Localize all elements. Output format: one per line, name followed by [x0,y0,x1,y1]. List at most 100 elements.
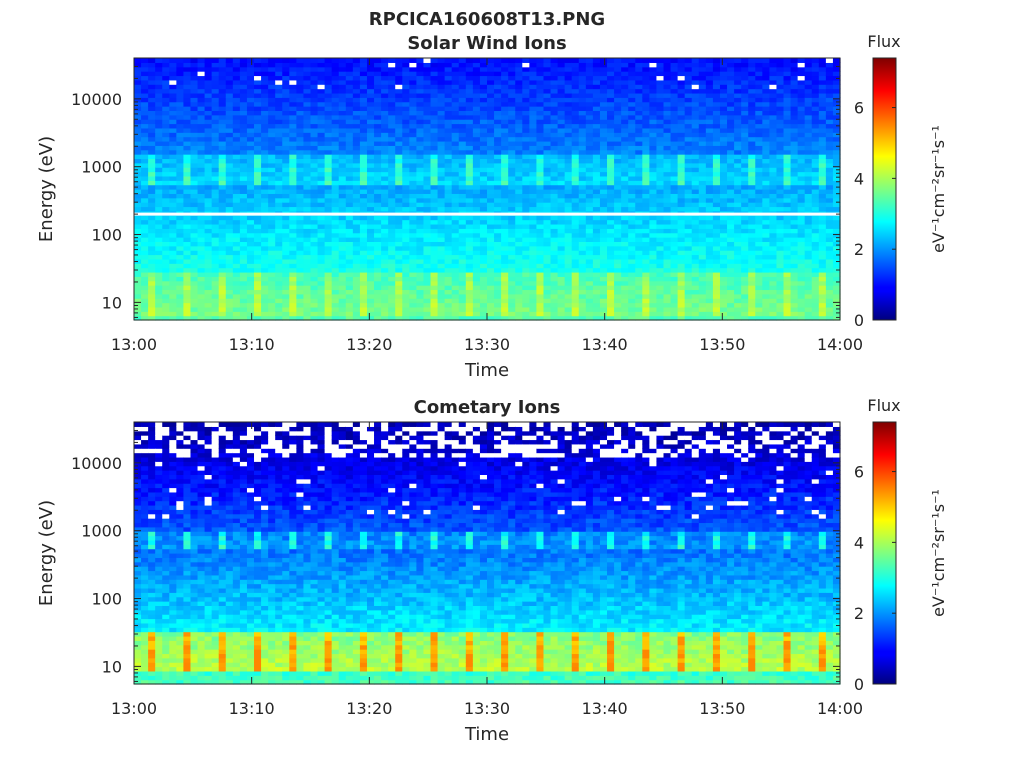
heatmap-cell [409,158,417,164]
heatmap-cell [712,66,721,72]
heatmap-cell [254,293,262,299]
heatmap-cell [635,232,643,238]
heatmap-cell [656,119,665,125]
heatmap-cell [599,193,608,199]
heatmap-cell [261,215,269,221]
heatmap-cell [621,271,629,277]
heatmap-cell [656,258,665,264]
heatmap-cell [275,263,283,269]
heatmap-cell [614,175,622,181]
heatmap-cell [254,171,262,177]
heatmap-cell [197,158,206,164]
heatmap-cell [607,184,615,190]
heatmap-cell [359,311,368,317]
heatmap-cell [494,145,502,151]
heatmap-cell [472,136,481,142]
heatmap-cell [472,263,481,269]
heatmap-cell [155,245,163,251]
heatmap-cell [338,84,347,90]
heatmap-cell [409,145,417,151]
heatmap-cell [465,167,474,173]
heatmap-cell [437,223,446,229]
heatmap-cell [169,302,177,308]
heatmap-cell [183,132,192,138]
heatmap-cell [458,241,467,247]
heatmap-cell [303,298,312,304]
heatmap-cell [239,171,248,177]
heatmap-cell [515,280,523,286]
heatmap-cell [423,158,432,164]
heatmap-cell [190,285,199,291]
heatmap-cell [550,206,559,212]
heatmap-cell [437,184,446,190]
heatmap-cell [557,180,566,186]
heatmap-cell [134,101,142,107]
heatmap-cell [296,184,305,190]
heatmap-cell [599,158,608,164]
heatmap-cell [190,271,199,277]
heatmap-cell [331,84,340,90]
heatmap-cell [374,289,382,295]
heatmap-cell [712,145,721,151]
heatmap-cell [289,202,297,208]
heatmap-cell [487,171,495,177]
heatmap-cell [437,62,446,68]
heatmap-cell [239,250,248,256]
heatmap-cell [331,149,340,155]
heatmap-cell [366,123,375,129]
heatmap-cell [225,254,234,260]
heatmap-cell [275,197,283,203]
heatmap-cell [656,228,665,234]
heatmap-cell [388,62,396,68]
heatmap-cell [677,311,686,317]
heatmap-cell [677,228,686,234]
heatmap-cell [211,110,220,116]
heatmap-cell [162,106,170,111]
heatmap-cell [204,228,213,234]
heatmap-cell [388,184,396,190]
heatmap-cell [409,127,417,133]
heatmap-cell [204,302,213,308]
heatmap-cell [621,88,629,94]
heatmap-cell [338,271,347,277]
heatmap-cell [169,232,177,238]
heatmap-cell [254,84,262,90]
heatmap-cell [458,285,467,291]
heatmap-cell [592,202,601,208]
heatmap-cell [508,127,516,133]
heatmap-cell [317,75,326,81]
heatmap-cell [310,232,319,238]
heatmap-cell [218,154,227,160]
heatmap-cell [303,293,312,299]
heatmap-cell [479,167,488,173]
heatmap-cell [162,71,170,77]
heatmap-cell [571,149,580,155]
heatmap-cell [190,92,199,98]
heatmap-cell [515,62,523,68]
heatmap-cell [211,97,220,103]
heatmap-cell [338,71,347,77]
heatmap-cell [649,101,658,107]
heatmap-cell [148,158,156,164]
heatmap-cell [571,289,580,295]
heatmap-cell [628,136,636,142]
heatmap-cell [324,97,333,103]
heatmap-cell [472,245,481,251]
heatmap-cell [494,250,502,256]
heatmap-cell [254,302,262,308]
heatmap-cell [522,114,530,120]
heatmap-cell [289,254,297,260]
heatmap-cell [402,84,410,90]
heatmap-cell [204,71,213,77]
heatmap-cell [536,75,545,81]
heatmap-cell [225,71,234,77]
heatmap-cell [684,245,693,251]
heatmap-cell [359,298,368,304]
heatmap-cell [578,158,587,164]
heatmap-cell [374,106,382,111]
heatmap-cell [684,315,693,321]
heatmap-cell [628,101,636,107]
heatmap-cell [134,180,142,186]
heatmap-cell [479,311,488,317]
heatmap-cell [691,132,700,138]
